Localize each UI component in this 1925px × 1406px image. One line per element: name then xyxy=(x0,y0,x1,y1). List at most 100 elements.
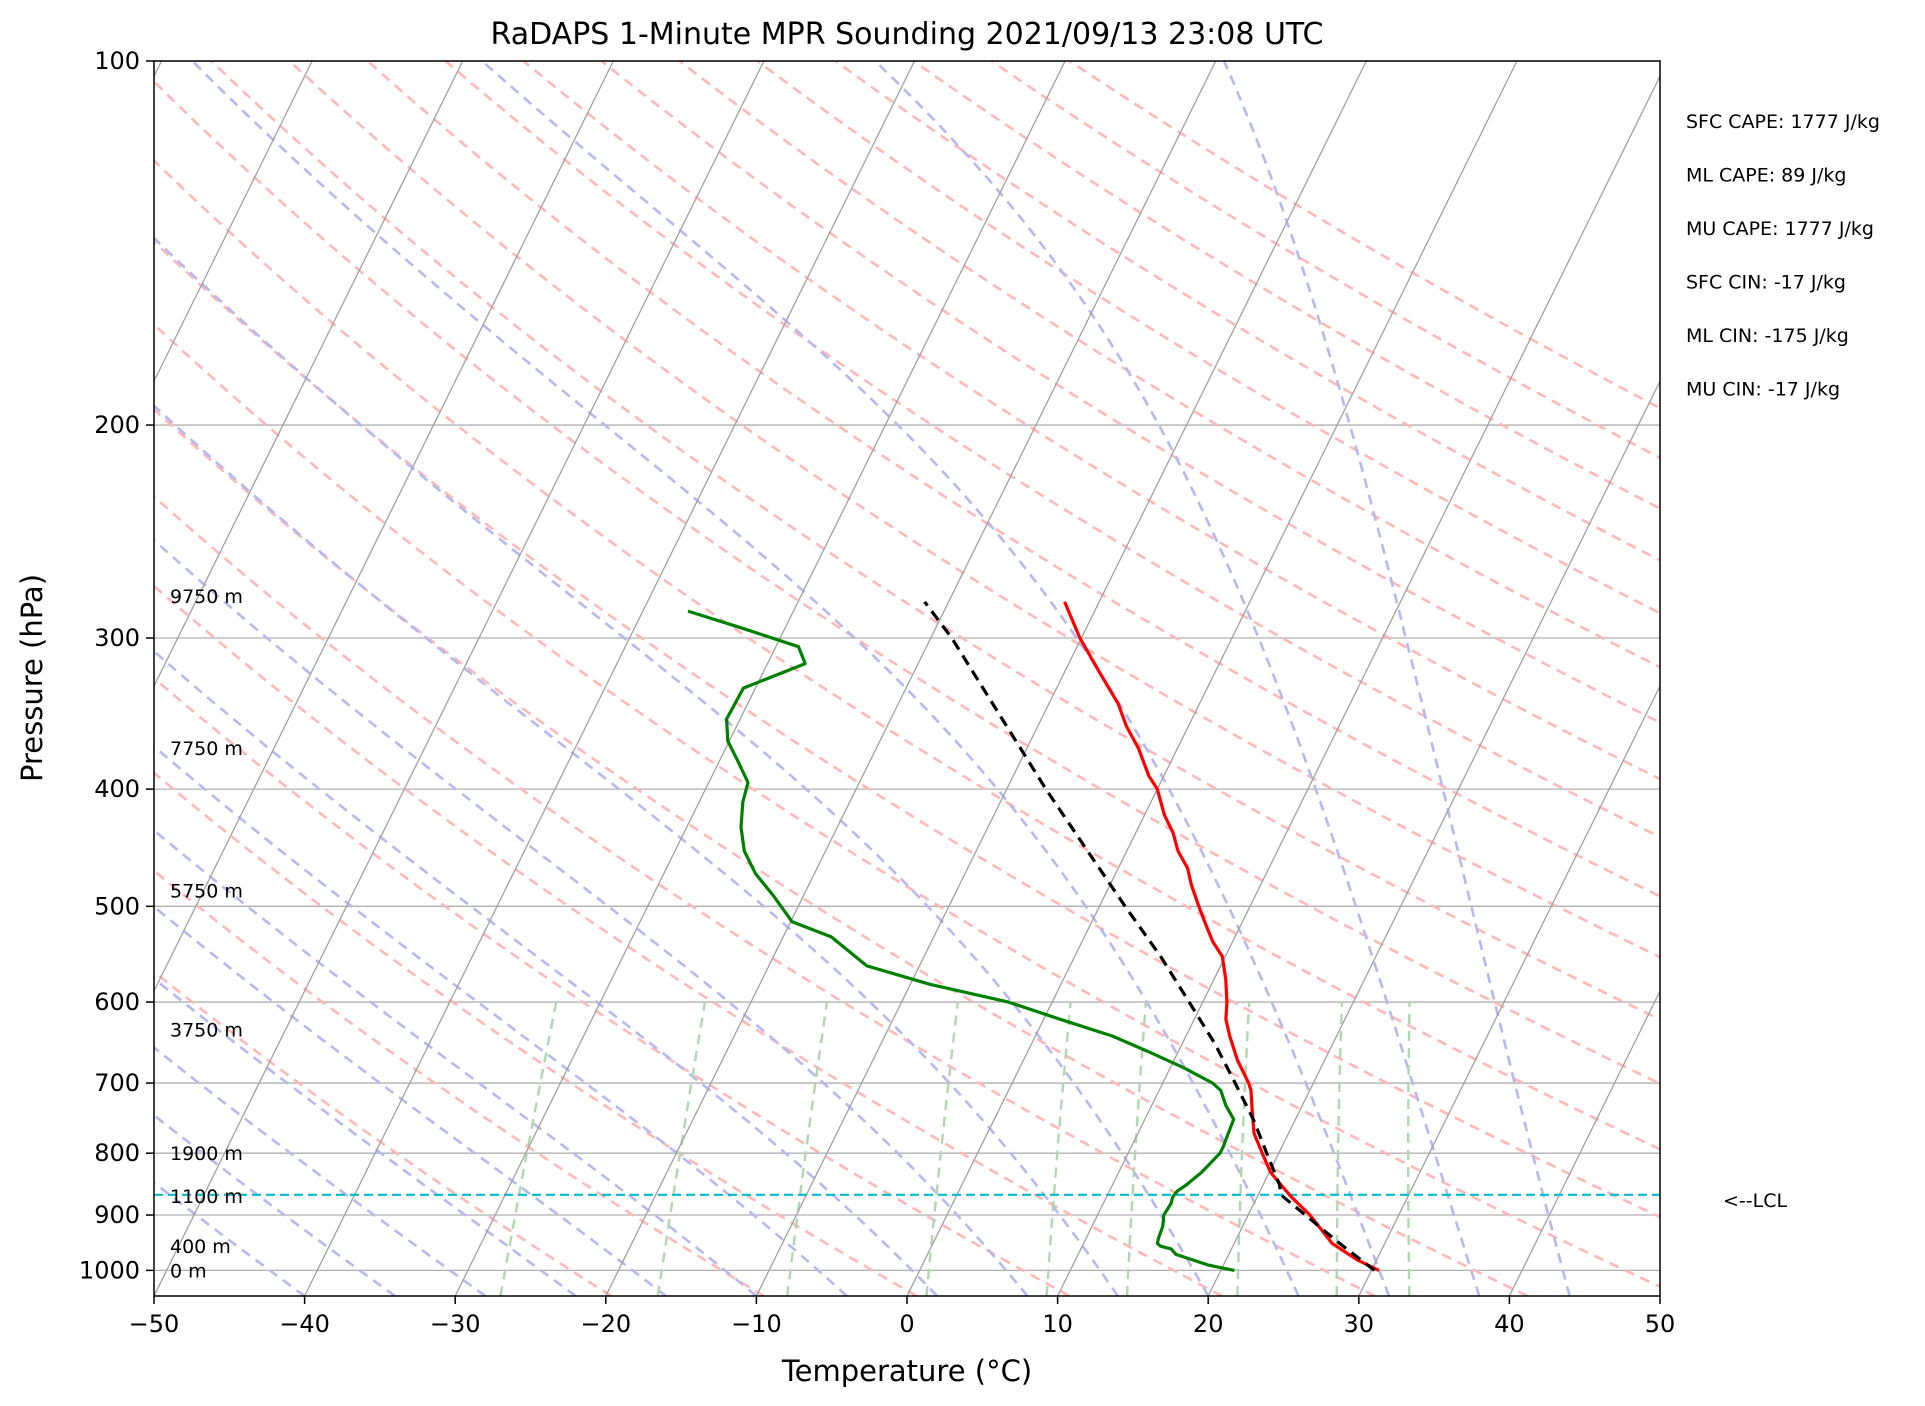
mixing-ratio-lines xyxy=(499,1001,1411,1296)
mixing-ratio-line xyxy=(1045,1001,1072,1296)
mixing-ratio-line xyxy=(1335,1002,1344,1296)
y-axis-label: Pressure (hPa) xyxy=(15,574,49,782)
dry-adiabats xyxy=(154,61,1660,1296)
stat-line: MU CIN: -17 J/kg xyxy=(1686,379,1840,401)
moist-adiabat xyxy=(154,828,758,1296)
dewpoint-trace xyxy=(687,609,1236,1272)
x-tick-label: −50 xyxy=(129,1310,180,1338)
moist-adiabat xyxy=(154,538,1029,1296)
stat-line: MU CAPE: 1777 J/kg xyxy=(1686,218,1874,240)
height-label: 7750 m xyxy=(170,738,243,760)
stat-line: SFC CAPE: 1777 J/kg xyxy=(1686,111,1880,133)
plot-frame xyxy=(153,60,1661,1297)
isotherm xyxy=(154,61,614,993)
height-label: 400 m xyxy=(170,1236,231,1258)
temperature-trace xyxy=(1063,601,1380,1272)
plot-area xyxy=(0,61,1660,1296)
moist-adiabat xyxy=(154,976,577,1296)
moist-adiabat xyxy=(154,1045,487,1296)
stats-panel: SFC CAPE: 1777 J/kg ML CAPE: 89 J/kg MU CA… xyxy=(1686,111,1880,401)
lcl-label: <--LCL xyxy=(1723,1190,1787,1212)
isotherm xyxy=(1207,379,1660,1296)
moist-adiabat xyxy=(1222,61,1571,1296)
x-tick-label: −20 xyxy=(580,1310,631,1338)
dry-adiabat xyxy=(366,61,1660,898)
x-tick-label: 0 xyxy=(899,1310,914,1338)
isotherm xyxy=(154,61,313,383)
dry-adiabat xyxy=(154,407,1529,1296)
dry-adiabat xyxy=(912,61,1660,510)
y-tick-label: 200 xyxy=(94,411,140,439)
moist-adiabat xyxy=(154,403,1119,1296)
moist-adiabat xyxy=(481,61,1391,1296)
height-label: 0 m xyxy=(170,1260,207,1282)
isotherm xyxy=(154,61,765,1296)
dry-adiabat xyxy=(154,494,1376,1296)
y-tick-label: 800 xyxy=(94,1139,140,1167)
skewed-isotherms xyxy=(0,61,1660,1296)
isotherm xyxy=(0,61,11,1296)
dry-adiabat xyxy=(154,158,1660,1151)
dry-adiabat xyxy=(834,61,1660,562)
moist-adiabat xyxy=(154,905,667,1296)
x-tick-label: −30 xyxy=(430,1310,481,1338)
dry-adiabat xyxy=(210,61,1660,1021)
dry-adiabat xyxy=(288,61,1660,959)
isotherm xyxy=(906,61,1518,1296)
moist-adiabat xyxy=(154,1113,396,1296)
mixing-ratio-line xyxy=(1407,1002,1411,1296)
isotherm xyxy=(1358,684,1660,1296)
isotherm xyxy=(454,61,1066,1296)
y-tick-label: 400 xyxy=(94,775,140,803)
height-label: 3750 m xyxy=(170,1019,243,1041)
pressure-gridlines xyxy=(154,61,1660,1272)
dry-adiabat xyxy=(154,79,1660,1086)
moist-adiabat xyxy=(154,236,1210,1296)
x-axis-ticks: −50 −40 −30 −20 −10 0 10 20 30 40 50 xyxy=(129,1296,1675,1338)
isotherm xyxy=(1057,74,1660,1296)
dry-adiabat xyxy=(756,61,1660,615)
mixing-ratio-line xyxy=(786,1001,829,1296)
sounding-traces xyxy=(687,600,1380,1272)
mixing-ratio-line xyxy=(1236,1002,1251,1296)
mixing-ratio-line xyxy=(656,1001,707,1296)
x-tick-label: −40 xyxy=(279,1310,330,1338)
moist-adiabat xyxy=(154,649,939,1296)
y-tick-label: 600 xyxy=(94,988,140,1016)
isotherm xyxy=(304,61,916,1296)
isotherm xyxy=(1659,1294,1660,1296)
height-label: 5750 m xyxy=(170,880,243,902)
height-label: 1100 m xyxy=(170,1186,243,1208)
dry-adiabat xyxy=(154,584,1223,1296)
dry-adiabat xyxy=(154,868,765,1296)
height-label: 1900 m xyxy=(170,1143,243,1165)
chart-title: RaDAPS 1-Minute MPR Sounding 2021/09/13 … xyxy=(491,17,1324,52)
parcel-trace xyxy=(923,600,1376,1272)
y-tick-label: 100 xyxy=(94,47,140,75)
x-axis-label: Temperature (°C) xyxy=(781,1354,1032,1388)
dry-adiabat xyxy=(678,61,1660,669)
stat-line: SFC CIN: -17 J/kg xyxy=(1686,272,1846,294)
dry-adiabat xyxy=(154,322,1660,1289)
dry-adiabat xyxy=(444,61,1660,839)
dry-adiabat xyxy=(1068,61,1660,410)
dry-adiabat xyxy=(600,61,1660,724)
moist-adiabat xyxy=(154,1180,306,1296)
height-label: 9750 m xyxy=(170,586,243,608)
mixing-ratio-line xyxy=(1125,1002,1148,1296)
isotherm xyxy=(755,61,1367,1296)
y-tick-label: 500 xyxy=(94,892,140,920)
x-tick-label: 40 xyxy=(1494,1310,1525,1338)
stat-line: ML CIN: -175 J/kg xyxy=(1686,325,1849,347)
y-tick-label: 300 xyxy=(94,624,140,652)
dry-adiabat xyxy=(154,771,918,1296)
mixing-ratio-line xyxy=(925,1001,960,1296)
stat-line: ML CAPE: 89 J/kg xyxy=(1686,165,1846,187)
x-tick-label: 20 xyxy=(1193,1310,1224,1338)
x-tick-label: −10 xyxy=(731,1310,782,1338)
isotherm xyxy=(154,61,464,688)
moist-adiabat xyxy=(154,744,848,1296)
y-axis-ticks: 100 200 300 400 500 600 700 800 900 1000 xyxy=(79,47,154,1284)
